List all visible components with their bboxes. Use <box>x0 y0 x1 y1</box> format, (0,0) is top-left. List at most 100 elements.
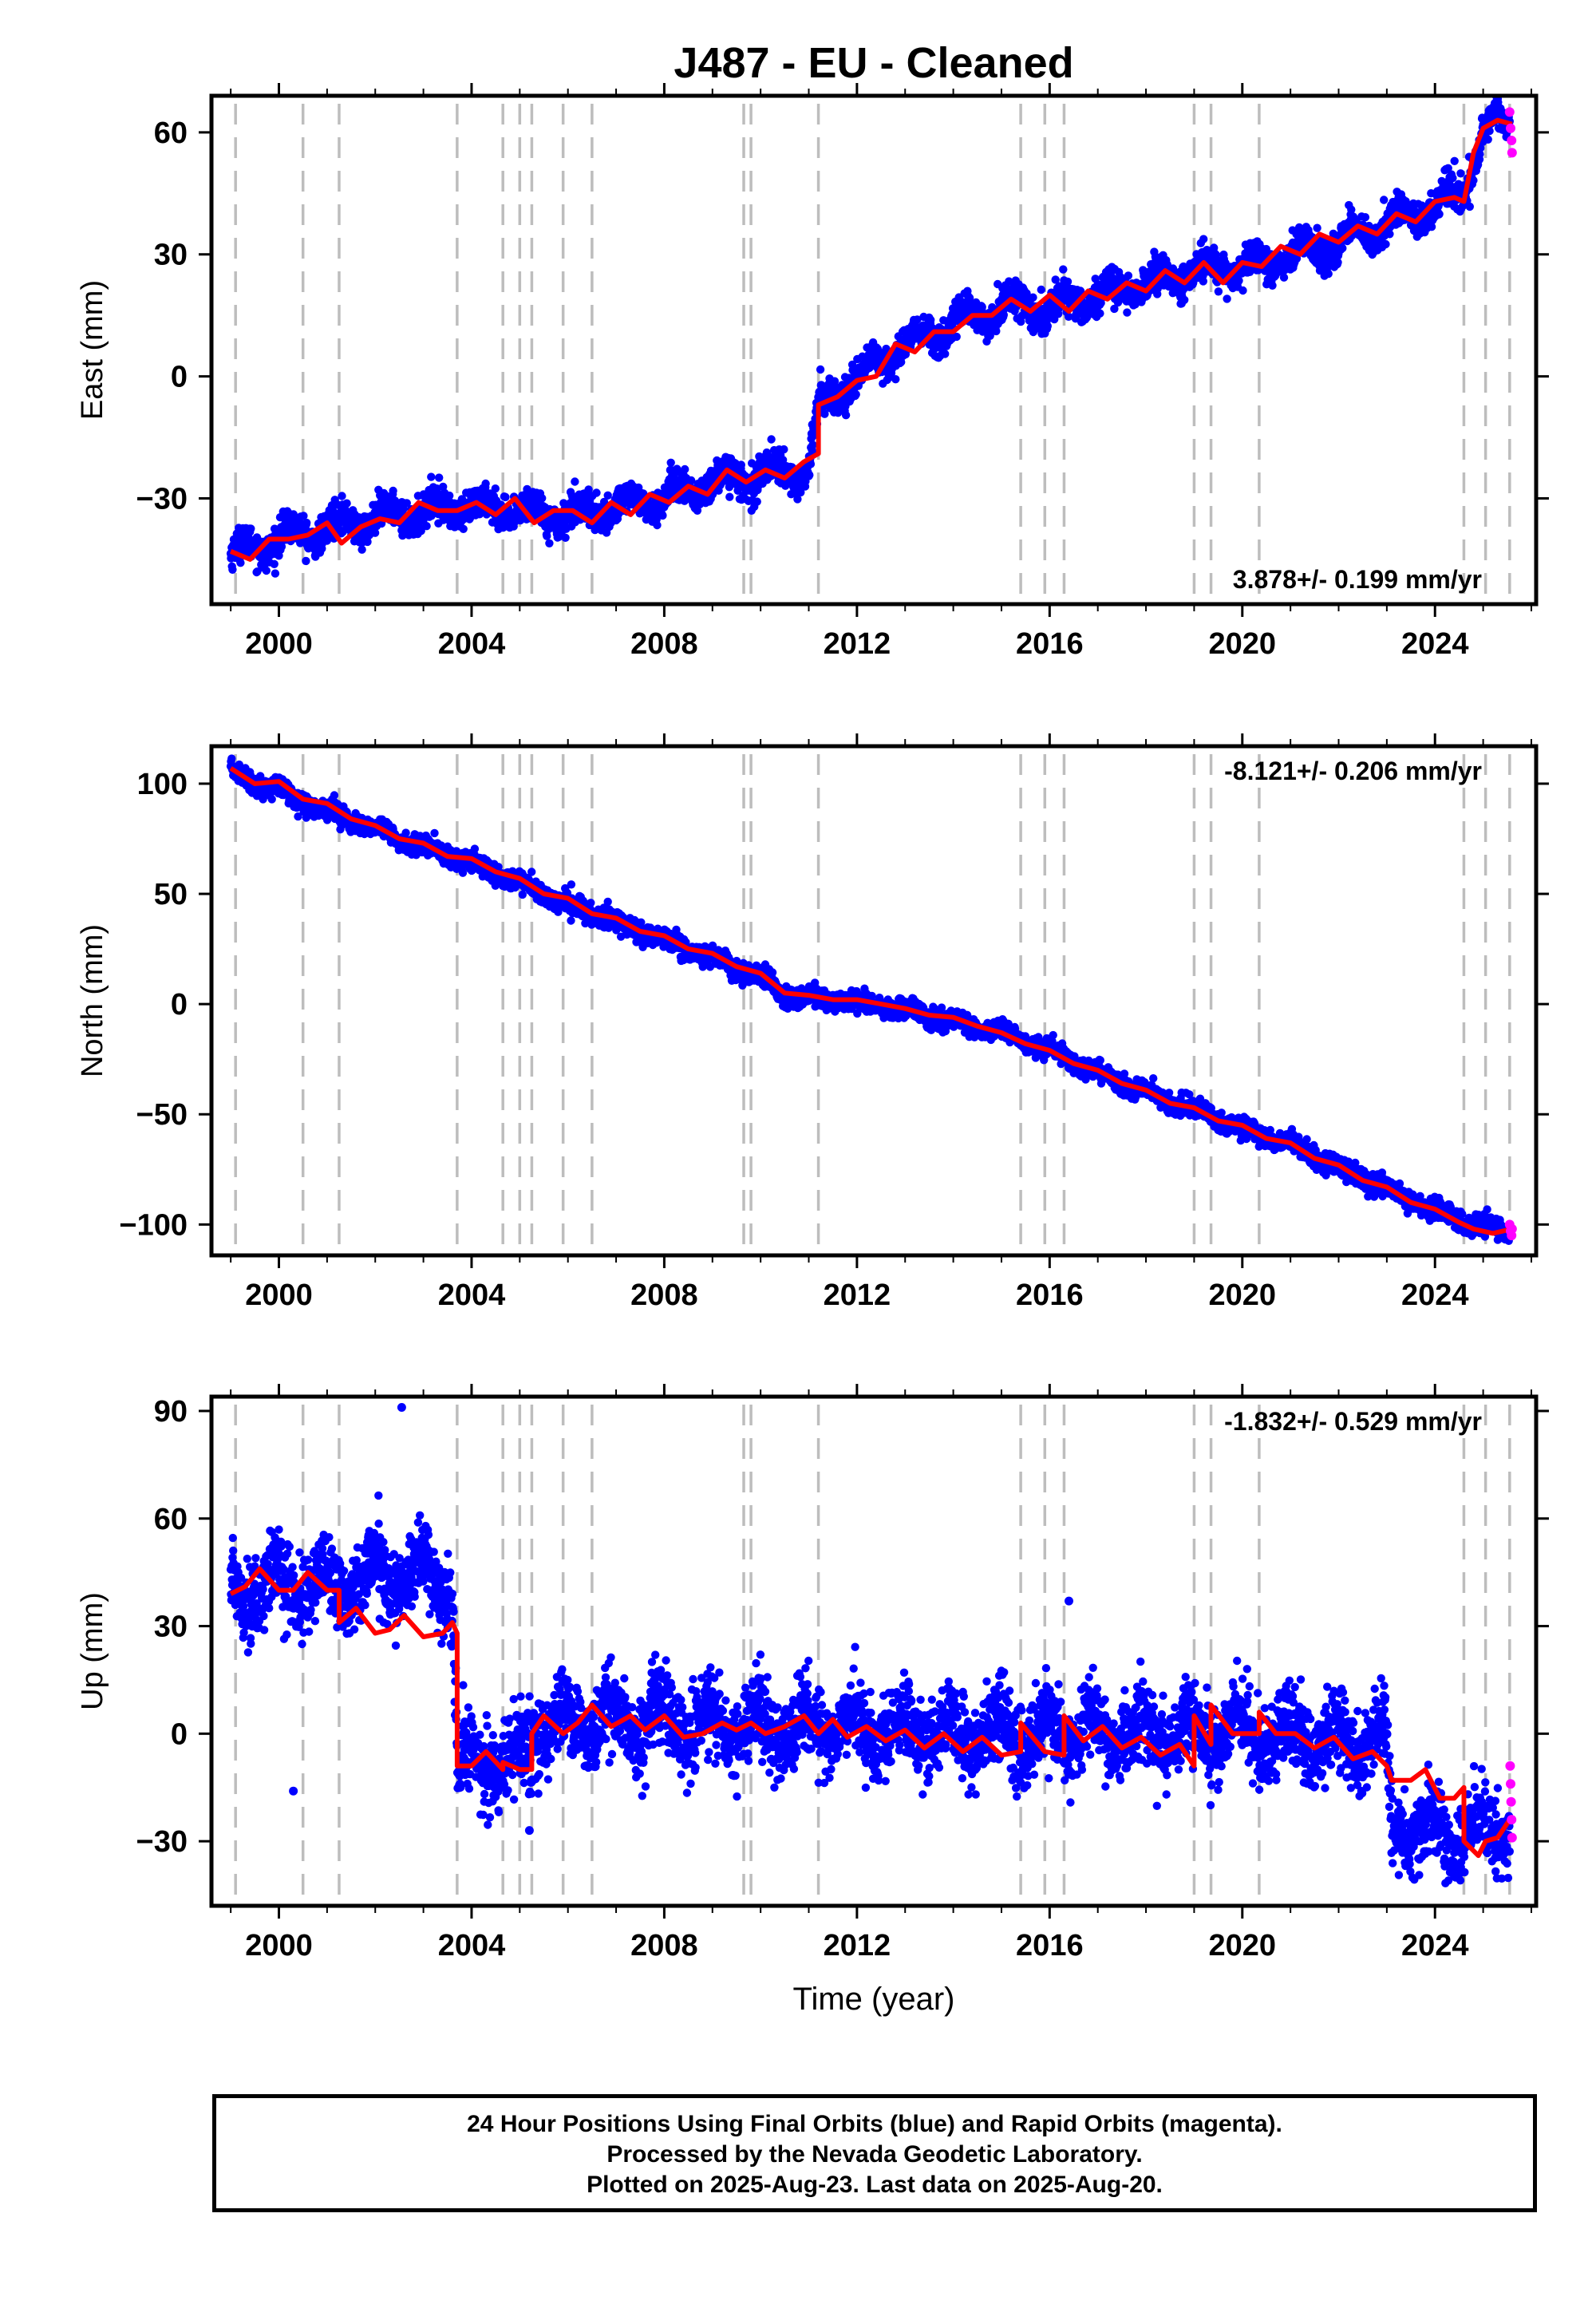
final-orbit-point <box>1385 230 1394 239</box>
final-orbit-point <box>584 485 593 494</box>
final-orbit-point <box>271 569 280 578</box>
final-orbit-point <box>952 332 961 342</box>
final-orbit-point <box>422 522 431 531</box>
final-orbit-point <box>816 365 825 374</box>
final-orbit-point <box>545 539 554 547</box>
final-orbit-point <box>882 344 891 354</box>
final-orbit-point <box>1043 322 1053 330</box>
final-orbit-point <box>236 559 245 567</box>
rapid-orbit-point <box>1507 136 1517 146</box>
final-orbit-point <box>796 488 805 497</box>
x-tick-label: 2008 <box>630 627 698 661</box>
final-orbit-point <box>247 524 255 533</box>
final-orbit-point <box>571 477 579 486</box>
final-orbit-point <box>1268 281 1277 290</box>
final-orbit-point <box>1059 265 1068 274</box>
final-orbit-point <box>992 326 1001 336</box>
final-orbit-point <box>1465 202 1475 211</box>
final-orbit-point <box>1199 277 1208 286</box>
final-orbit-point <box>1124 271 1133 280</box>
final-orbit-point <box>401 828 410 837</box>
final-orbit-point <box>725 492 734 501</box>
x-tick-label: 2004 <box>438 627 506 661</box>
final-orbit-point <box>439 482 448 492</box>
final-orbit-point <box>1338 243 1347 253</box>
final-orbit-point <box>1223 294 1231 303</box>
final-orbit-point <box>389 486 397 496</box>
panel-east: 2000 2004 2008 2012 2016 2020 2024−3003060East… <box>76 83 1549 661</box>
final-orbit-point <box>302 518 311 528</box>
final-orbit-point <box>767 435 776 444</box>
final-orbit-point <box>338 492 346 500</box>
plot-area-north <box>226 754 1517 1252</box>
final-orbit-point <box>228 565 237 574</box>
final-orbit-point <box>538 494 547 503</box>
final-orbit-point <box>851 390 860 399</box>
final-orbit-point <box>1238 286 1247 295</box>
final-orbit-point <box>653 520 662 530</box>
final-orbit-point <box>1381 239 1390 249</box>
final-orbit-point <box>358 545 366 554</box>
final-orbit-point <box>666 458 675 467</box>
velocity-rate-label: 3.878+/- 0.199 mm/yr <box>1233 565 1482 594</box>
final-orbit-point <box>926 315 935 325</box>
final-orbit-point <box>1313 223 1321 232</box>
rapid-orbit-point <box>1507 148 1517 158</box>
final-orbit-point <box>435 473 444 482</box>
final-orbit-point <box>491 484 500 493</box>
final-orbit-point <box>342 499 351 508</box>
final-orbit-point <box>737 460 745 469</box>
final-orbit-point <box>402 499 411 508</box>
y-tick-label: 0 <box>171 361 188 394</box>
final-orbit-point <box>1450 156 1459 165</box>
final-orbit-point <box>806 460 816 468</box>
final-orbit-point <box>658 511 667 520</box>
final-orbit-point <box>913 315 922 324</box>
final-orbit-point <box>445 491 454 500</box>
final-orbit-point <box>753 497 761 506</box>
final-orbit-point <box>1380 196 1389 204</box>
final-orbit-point <box>1180 295 1189 304</box>
final-orbit-point <box>780 445 788 454</box>
final-orbit-point <box>841 411 851 420</box>
final-orbit-point <box>1435 210 1444 219</box>
final-orbit-point <box>805 471 814 480</box>
final-orbit-point <box>270 559 279 568</box>
final-orbit-point <box>1064 312 1073 321</box>
final-orbit-point <box>793 495 802 504</box>
final-orbit-point <box>1096 309 1104 318</box>
final-orbit-point <box>603 491 612 500</box>
final-orbit-point <box>941 350 950 358</box>
final-orbit-point <box>1279 273 1289 282</box>
final-orbit-point <box>1483 135 1492 144</box>
panel-north: 2000 2004 2008 2012 2016 2020 2024−100−5005010… <box>76 733 1549 1312</box>
figure-title: J487 - EU - Cleaned <box>674 39 1073 87</box>
final-orbit-point <box>390 496 400 505</box>
final-orbit-point <box>459 524 468 533</box>
final-orbit-point <box>808 441 817 449</box>
final-orbit-point <box>1456 169 1465 178</box>
final-orbit-point <box>501 492 510 502</box>
final-orbit-point <box>1361 213 1370 222</box>
y-axis-label: East (mm) <box>76 280 109 420</box>
x-tick-label: 2024 <box>1401 627 1469 661</box>
final-orbit-point <box>1123 308 1132 317</box>
final-orbit-point <box>681 464 689 474</box>
final-orbit-point <box>302 556 310 566</box>
y-tick-label: −30 <box>136 483 188 516</box>
x-tick-label: 2016 <box>1016 627 1084 661</box>
final-orbit-point <box>1199 235 1208 243</box>
x-tick-label: 2012 <box>824 627 891 661</box>
final-orbit-point <box>897 358 906 366</box>
final-orbit-point <box>778 456 788 464</box>
final-orbit-point <box>1347 205 1356 214</box>
x-tick-label: 2020 <box>1209 627 1277 661</box>
final-orbit-point <box>427 472 436 481</box>
final-orbit-point <box>687 476 696 485</box>
final-orbit-point <box>978 302 986 311</box>
final-orbit-point <box>1214 287 1223 296</box>
plot-area-east <box>226 96 1517 601</box>
final-orbit-point <box>543 532 551 540</box>
